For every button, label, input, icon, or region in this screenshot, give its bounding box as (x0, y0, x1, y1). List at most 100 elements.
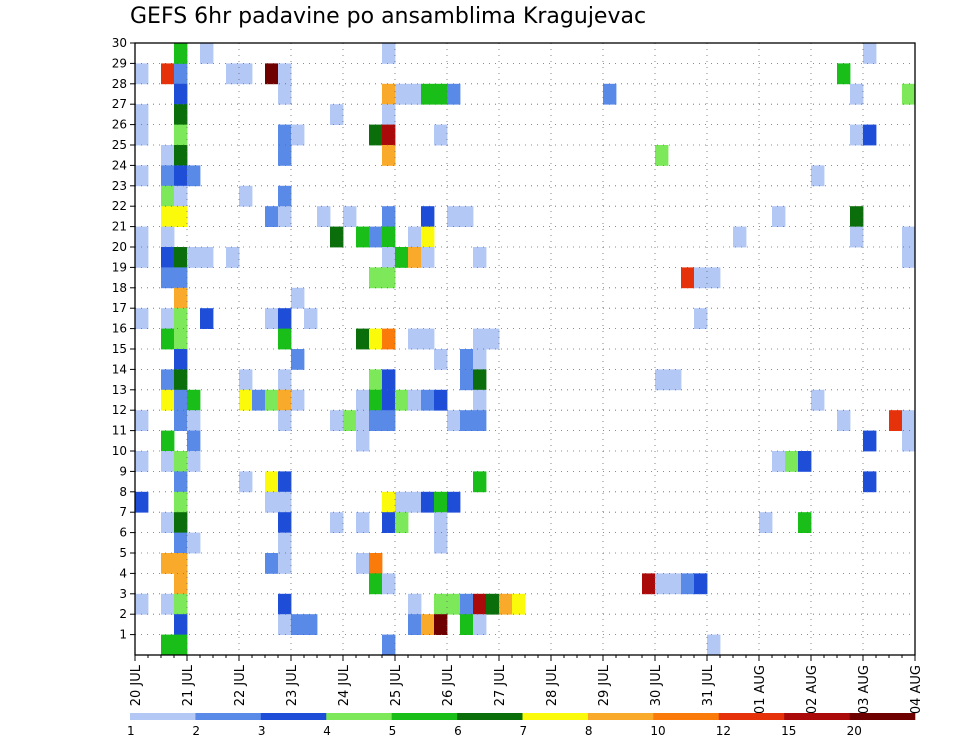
heatmap-cell (174, 83, 188, 105)
heatmap-cell (863, 43, 877, 64)
y-axis: 1234567891011121314151617181920212223242… (112, 36, 135, 642)
heatmap-cell (161, 185, 175, 207)
heatmap-cell (473, 328, 487, 350)
heatmap-cell (369, 389, 383, 411)
heatmap-cell (512, 593, 526, 615)
colorbar-segment (522, 713, 589, 720)
heatmap-cell (408, 247, 422, 268)
heatmap-cell (278, 532, 292, 554)
heatmap-cell (902, 410, 916, 431)
y-tick-label: 6 (119, 526, 127, 540)
heatmap-cell (447, 491, 461, 513)
heatmap-cell (434, 124, 448, 146)
heatmap-cell (655, 573, 669, 595)
heatmap-cell (174, 145, 188, 166)
heatmap-cell (265, 553, 279, 574)
heatmap-cell (252, 389, 266, 411)
heatmap-cell (408, 614, 422, 635)
heatmap-cell (395, 83, 409, 105)
heatmap-cell (161, 267, 175, 289)
heatmap-cell (135, 308, 149, 329)
heatmap-cell (603, 83, 617, 105)
heatmap-cell (486, 593, 500, 615)
y-tick-label: 2 (119, 607, 127, 621)
heatmap-cell (278, 614, 292, 635)
x-tick-label: 04 AUG (909, 665, 924, 714)
heatmap-cell (174, 553, 188, 574)
heatmap-cell (356, 389, 370, 411)
heatmap-cell (499, 593, 513, 615)
heatmap-cell (369, 410, 383, 431)
heatmap-cell (174, 593, 188, 615)
y-tick-label: 13 (112, 383, 127, 397)
heatmap-cell (837, 63, 851, 85)
heatmap-cell (694, 308, 708, 329)
heatmap-cell (655, 145, 669, 166)
heatmap-cell (278, 471, 292, 493)
heatmap-cell (174, 185, 188, 207)
heatmap-cell (278, 145, 292, 166)
heatmap-cell (278, 83, 292, 105)
heatmap-cell (655, 369, 669, 391)
colorbar-segment (260, 713, 327, 720)
y-tick-label: 15 (112, 342, 127, 356)
heatmap-cell (421, 328, 435, 350)
heatmap-cell (226, 247, 240, 268)
colorbar-label: 15 (781, 724, 796, 738)
y-tick-label: 30 (112, 36, 127, 50)
heatmap-cell (239, 63, 253, 85)
heatmap-cell (174, 532, 188, 554)
heatmap-cell (330, 410, 344, 431)
heatmap-cell (369, 328, 383, 350)
heatmap-cell (174, 206, 188, 227)
heatmap-cell (278, 410, 292, 431)
heatmap-cell (382, 104, 396, 125)
heatmap-cell (174, 165, 188, 187)
heatmap-cell (473, 389, 487, 411)
heatmap-cell (291, 389, 305, 411)
heatmap-cell (395, 247, 409, 268)
heatmap-cell (135, 247, 149, 268)
heatmap-cell (668, 573, 682, 595)
colorbar-segment (457, 713, 523, 720)
heatmap-cell (460, 206, 474, 227)
heatmap-cell (304, 614, 318, 635)
x-tick-label: 26 JUL (441, 664, 456, 706)
heatmap-cell (447, 593, 461, 615)
heatmap-cell (187, 165, 201, 187)
y-tick-label: 28 (112, 77, 127, 91)
x-tick-label: 24 JUL (337, 664, 352, 706)
heatmap-cell (161, 512, 175, 533)
heatmap-cell (265, 206, 279, 227)
colorbar-segment (653, 713, 720, 720)
heatmap-cell (473, 369, 487, 391)
heatmap-cell (434, 532, 448, 554)
heatmap-cell (434, 83, 448, 105)
heatmap-cell (811, 165, 825, 187)
heatmap-cell (434, 389, 448, 411)
heatmap-cell (837, 410, 851, 431)
heatmap-cell (889, 410, 903, 431)
heatmap-cell (278, 512, 292, 533)
colorbar-segment (326, 713, 392, 720)
heatmap-cell (408, 389, 422, 411)
heatmap-cell (486, 328, 500, 350)
heatmap-cell (200, 247, 214, 268)
heatmap-cell (850, 83, 864, 105)
heatmap-cell (369, 573, 383, 595)
heatmap-cell (343, 410, 357, 431)
heatmap-cell (460, 614, 474, 635)
colorbar-segment (849, 713, 916, 720)
heatmap-cell (174, 63, 188, 85)
heatmap-cell (863, 471, 877, 493)
heatmap-cell (174, 634, 188, 656)
heatmap-cell (382, 573, 396, 595)
heatmap-cell (174, 471, 188, 493)
heatmap-cell (382, 634, 396, 656)
heatmap-cell (291, 614, 305, 635)
heatmap-cell (187, 532, 201, 554)
y-tick-label: 19 (112, 260, 127, 274)
heatmap-cell (642, 573, 656, 595)
heatmap-cell (174, 451, 188, 472)
